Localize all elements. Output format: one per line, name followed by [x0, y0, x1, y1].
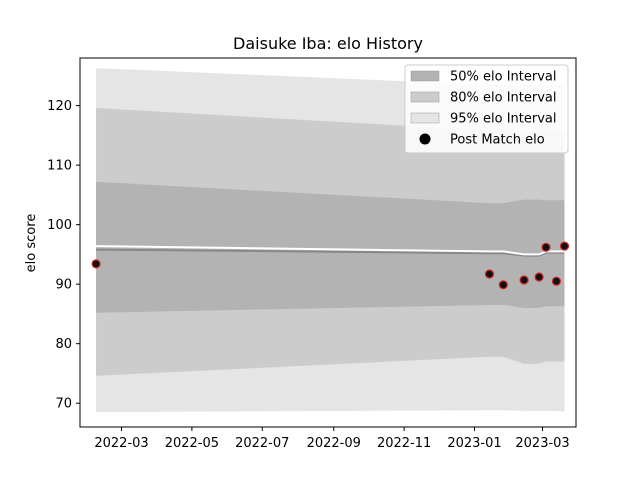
- x-tick-label: 2022-03: [94, 436, 148, 451]
- y-tick-label: 100: [47, 218, 72, 233]
- x-tick-label: 2022-07: [235, 436, 289, 451]
- chart-title: Daisuke Iba: elo History: [233, 34, 423, 53]
- y-tick-label: 110: [47, 159, 72, 174]
- legend-label: 80% elo Interval: [450, 91, 557, 106]
- y-tick-label: 80: [55, 337, 72, 352]
- legend-marker: [419, 133, 431, 145]
- post-match-point: [541, 242, 551, 252]
- plot-area: [91, 68, 570, 413]
- legend-swatch: [410, 70, 440, 82]
- y-axis: 70 80 90 100 110 120: [47, 99, 80, 412]
- legend-label: 50% elo Interval: [450, 70, 557, 85]
- x-tick-label: 2022-11: [377, 436, 431, 451]
- y-tick-label: 120: [47, 99, 72, 114]
- legend-swatch: [410, 112, 440, 124]
- x-tick-label: 2023-03: [515, 436, 569, 451]
- band-2: [96, 181, 565, 313]
- post-match-point: [551, 276, 562, 286]
- x-tick-label: 2023-01: [447, 436, 501, 451]
- post-match-point: [498, 280, 508, 290]
- post-match-point: [91, 259, 101, 269]
- legend-box: [404, 64, 569, 154]
- line-1: [96, 245, 565, 256]
- post-match-point: [484, 269, 495, 279]
- y-tick-label: 70: [55, 397, 72, 412]
- post-match-point: [559, 241, 570, 251]
- x-axis: 2022-03 2022-05 2022-07 2022-09 2022-11 2023-…: [94, 427, 570, 451]
- axes-frame: [79, 57, 577, 428]
- legend-swatch: [410, 91, 440, 103]
- post-match-point: [519, 275, 529, 285]
- line-0: [96, 248, 565, 257]
- x-tick-label: 2022-09: [307, 436, 361, 451]
- y-axis-label: elo score: [24, 214, 39, 273]
- x-tick-label: 2022-05: [165, 436, 219, 451]
- legend: 50% elo Interval 80% elo Interval 95% elo …: [404, 64, 569, 154]
- legend-label: Post Match elo: [450, 133, 545, 148]
- post-match-point: [534, 272, 544, 282]
- y-tick-label: 90: [55, 278, 72, 293]
- legend-label: 95% elo Interval: [450, 112, 557, 127]
